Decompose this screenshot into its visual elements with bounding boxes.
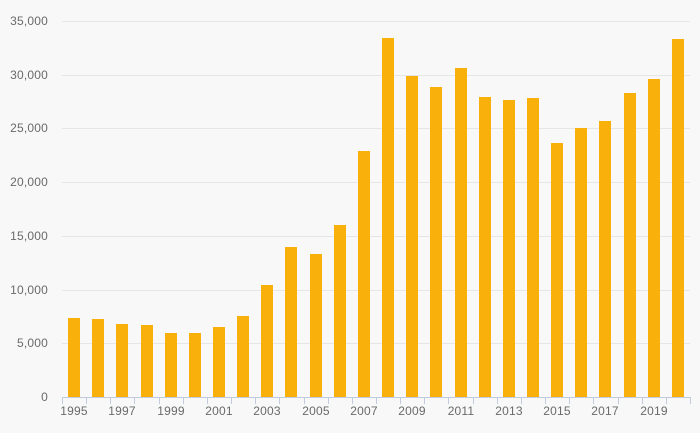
gridline (62, 343, 690, 344)
x-axis-tick (424, 398, 425, 404)
x-axis-tick (279, 398, 280, 404)
x-axis-tick (497, 398, 498, 404)
x-axis-tick (304, 398, 305, 404)
gridline (62, 182, 690, 183)
bar-2010 (430, 87, 442, 397)
bar-1998 (141, 325, 153, 397)
gridline (62, 290, 690, 291)
y-axis-label: 0 (41, 390, 48, 404)
x-axis-tick (159, 398, 160, 404)
bar-2014 (527, 98, 539, 397)
x-axis-tick (642, 398, 643, 404)
x-axis-tick (231, 398, 232, 404)
x-axis-tick (473, 398, 474, 404)
x-axis-tick (690, 398, 691, 404)
gridline (62, 128, 690, 129)
x-axis-tick (400, 398, 401, 404)
bar-2003 (261, 285, 273, 397)
x-axis-label: 2011 (447, 404, 475, 418)
bar-2006 (334, 225, 346, 397)
y-axis-label: 20,000 (10, 175, 48, 189)
gridline (62, 21, 690, 22)
x-axis-tick (376, 398, 377, 404)
gridline (62, 236, 690, 237)
x-axis-tick (62, 398, 63, 404)
y-axis-label: 35,000 (10, 14, 48, 28)
y-axis-label: 10,000 (10, 283, 48, 297)
x-axis-tick (618, 398, 619, 404)
bar-2000 (189, 333, 201, 397)
x-axis-label: 2005 (302, 404, 330, 418)
x-axis-tick (255, 398, 256, 404)
y-axis-label: 30,000 (10, 68, 48, 82)
bar-2019 (648, 79, 660, 397)
x-axis-label: 2015 (543, 404, 571, 418)
x-axis-label: 2013 (495, 404, 523, 418)
bar-2017 (599, 121, 611, 397)
x-axis-label: 1997 (108, 404, 136, 418)
bar-2016 (575, 128, 587, 397)
x-axis-tick (110, 398, 111, 404)
x-axis-tick (183, 398, 184, 404)
bar-1995 (68, 318, 80, 397)
bar-2013 (503, 100, 515, 397)
bar-2008 (382, 38, 394, 397)
x-axis-label: 2009 (398, 404, 426, 418)
x-axis-label: 2007 (350, 404, 378, 418)
x-axis-label: 2003 (253, 404, 281, 418)
gridline (62, 75, 690, 76)
bar-2001 (213, 327, 225, 397)
bar-1996 (92, 319, 104, 397)
bar-2007 (358, 151, 370, 397)
x-axis-tick (86, 398, 87, 404)
bar-2018 (624, 93, 636, 397)
y-axis-label: 5,000 (16, 336, 48, 350)
x-axis-tick (352, 398, 353, 404)
bar-2011 (455, 68, 467, 397)
x-axis-label: 1995 (60, 404, 88, 418)
x-axis-label: 2019 (640, 404, 668, 418)
bar-2004 (285, 247, 297, 397)
bar-1999 (165, 333, 177, 397)
x-axis-tick (134, 398, 135, 404)
bar-2015 (551, 143, 563, 397)
bar-2002 (237, 316, 249, 397)
x-axis-tick (666, 398, 667, 404)
bar-2020 (672, 39, 684, 397)
x-axis-label: 2001 (205, 404, 233, 418)
x-axis-tick (328, 398, 329, 404)
x-axis-tick (593, 398, 594, 404)
x-axis-tick (207, 398, 208, 404)
bar-2005 (310, 254, 322, 397)
x-axis-tick (545, 398, 546, 404)
x-axis-tick (521, 398, 522, 404)
y-axis-label: 25,000 (10, 121, 48, 135)
y-axis-label: 15,000 (10, 229, 48, 243)
bar-2012 (479, 97, 491, 397)
x-axis-tick (448, 398, 449, 404)
x-axis-tick (569, 398, 570, 404)
x-axis-label: 2017 (591, 404, 619, 418)
bar-2009 (406, 76, 418, 397)
x-axis-line (62, 397, 691, 398)
bar-1997 (116, 324, 128, 397)
x-axis-label: 1999 (157, 404, 185, 418)
